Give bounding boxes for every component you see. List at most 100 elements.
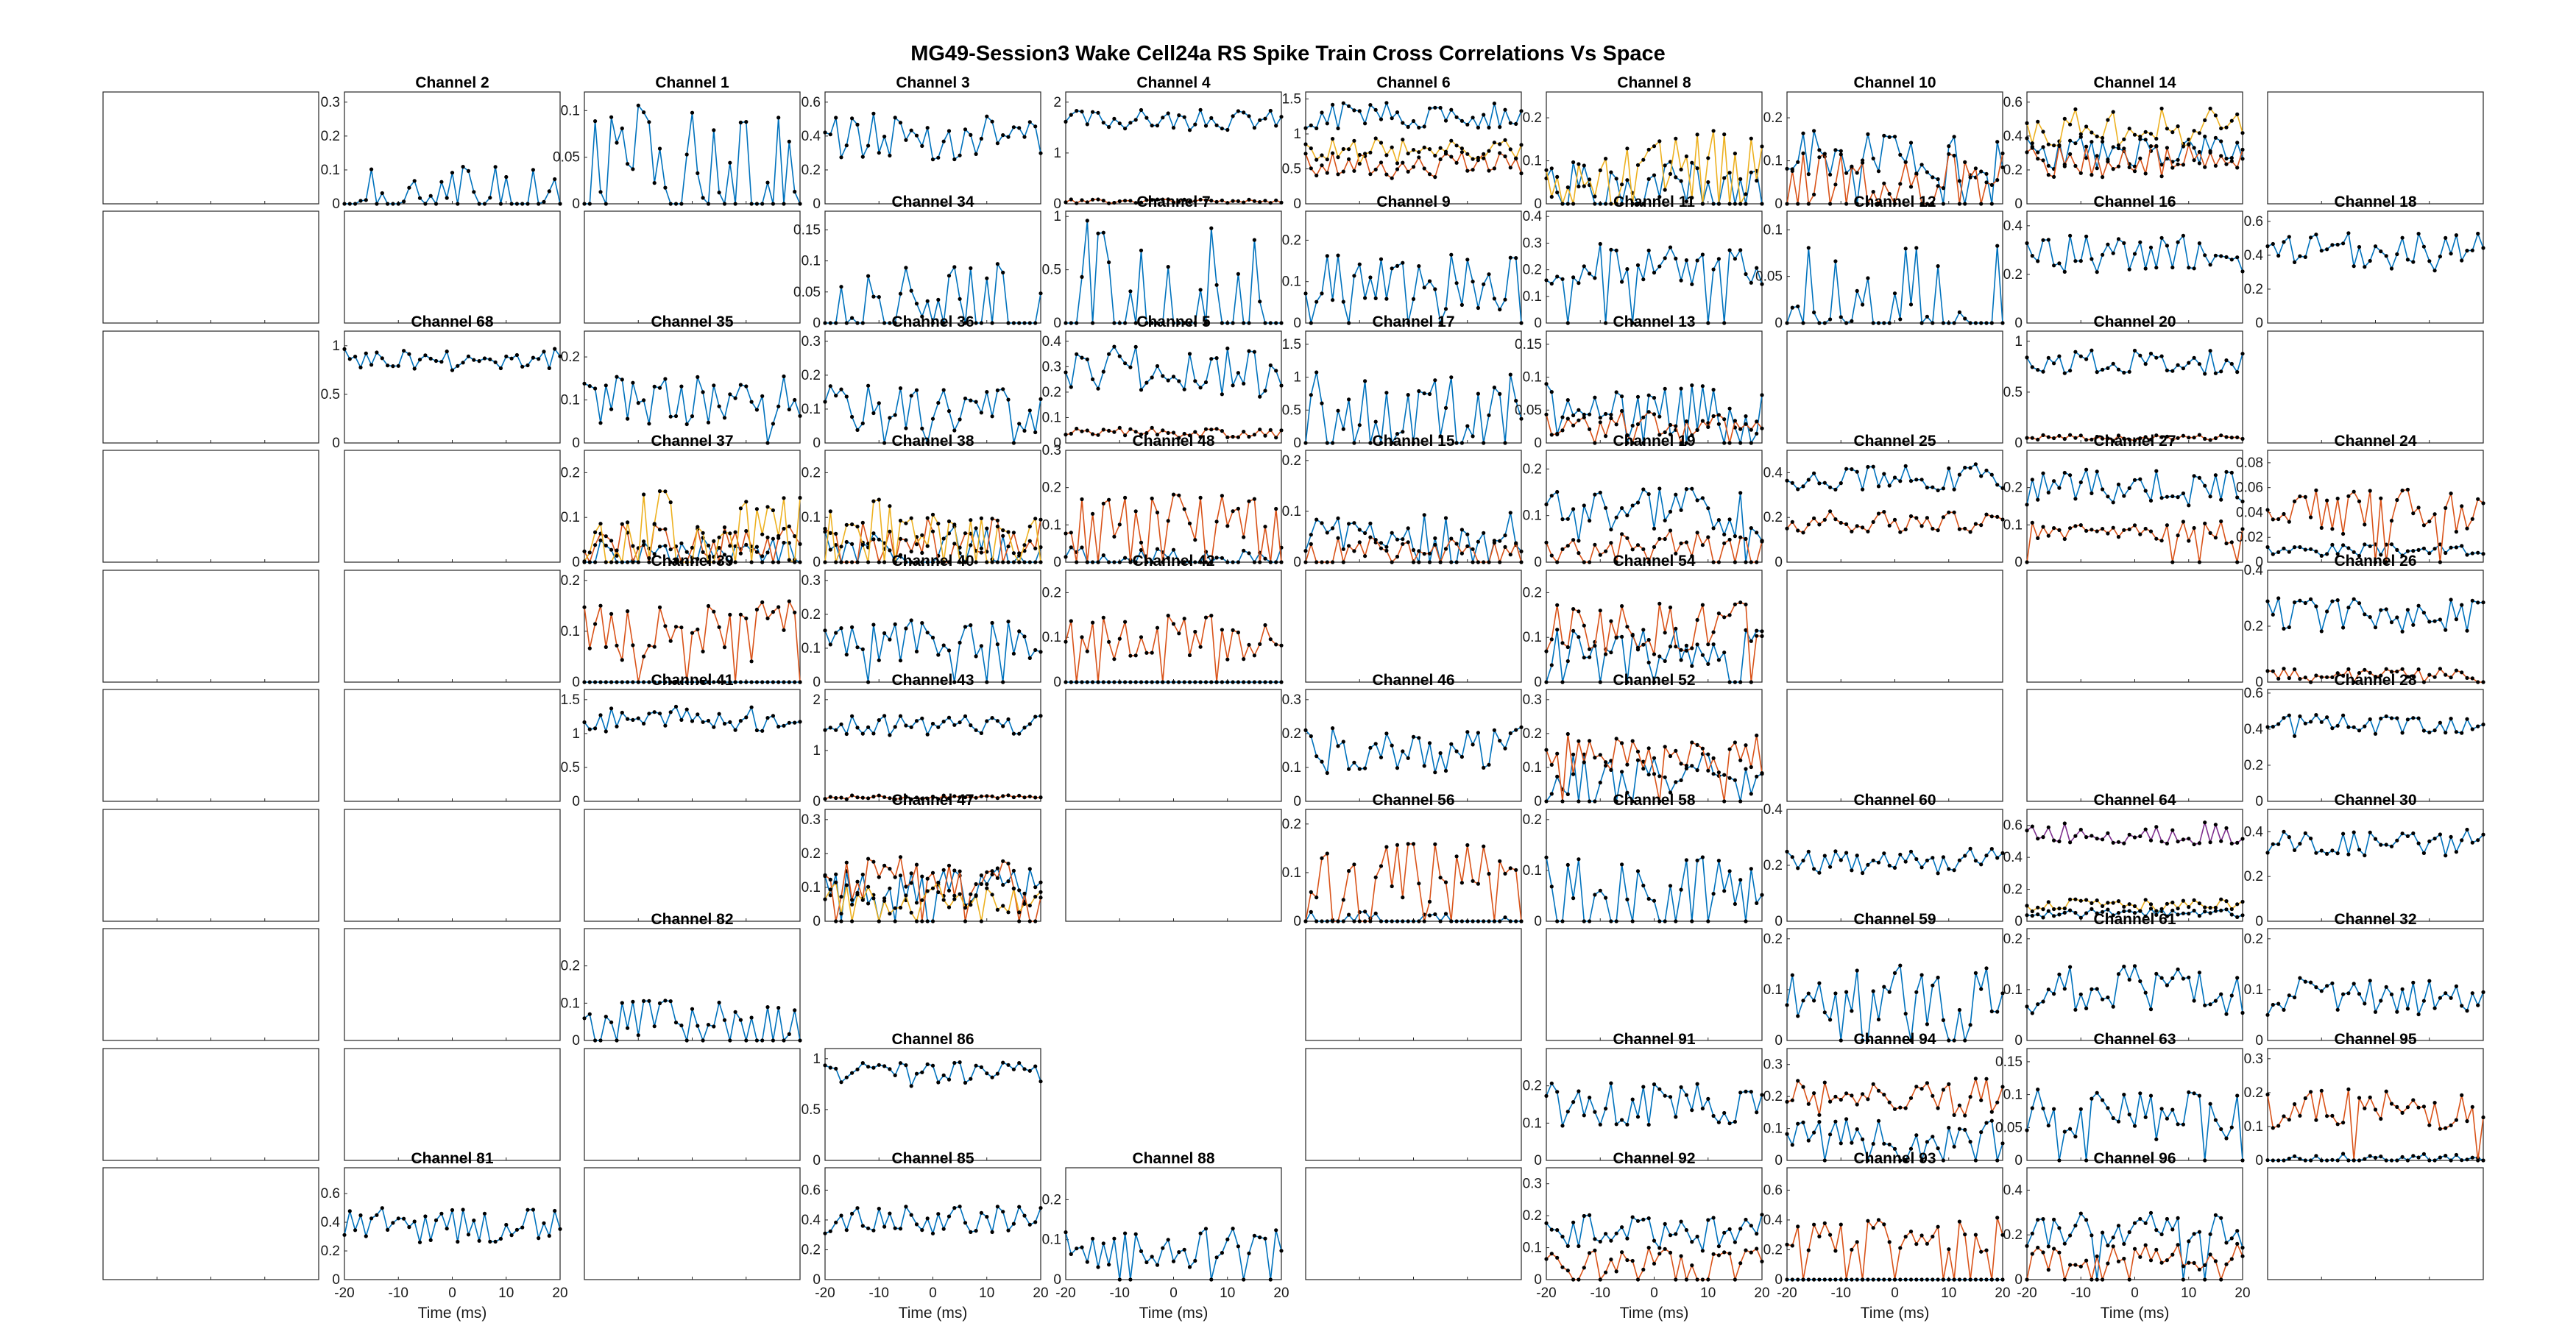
data-point: [696, 375, 700, 379]
data-point: [1274, 321, 1278, 325]
y-tick-label: 0.2: [1523, 263, 1542, 278]
y-tick-label: 0: [2255, 675, 2263, 690]
data-point: [2165, 983, 2169, 987]
data-point: [1433, 105, 1437, 110]
data-point: [1979, 1098, 1984, 1102]
data-point: [2400, 1110, 2405, 1115]
data-point: [593, 622, 598, 626]
axes-box: [1305, 210, 1522, 324]
data-point: [958, 417, 962, 422]
data-point: [2213, 163, 2218, 168]
data-point: [1593, 1110, 1597, 1114]
data-point: [1952, 1113, 1956, 1117]
data-point: [1268, 428, 1273, 432]
data-point: [2287, 675, 2291, 681]
data-point: [1744, 202, 1748, 206]
data-point: [2293, 848, 2297, 852]
data-point: [1833, 148, 1838, 152]
data-point: [1022, 1067, 1027, 1071]
data-point: [412, 179, 417, 183]
data-point: [684, 550, 689, 554]
data-point: [1080, 198, 1084, 202]
data-point: [593, 386, 598, 391]
data-point: [1411, 919, 1416, 923]
data-point: [1427, 899, 1432, 904]
data-point: [1866, 276, 1870, 280]
data-point: [2159, 840, 2164, 844]
data-point: [1947, 510, 1951, 514]
data-point: [2057, 433, 2062, 438]
data-point: [2138, 909, 2142, 913]
data-point: [1679, 1219, 1683, 1224]
data-point: [1679, 658, 1683, 662]
data-point: [744, 500, 749, 504]
data-point: [1722, 1230, 1727, 1235]
data-point: [396, 363, 400, 368]
data-point: [1017, 793, 1022, 798]
data-point: [969, 266, 973, 271]
y-tick-label: 0: [332, 196, 340, 212]
data-point: [733, 728, 737, 732]
data-point: [1027, 722, 1032, 726]
data-point: [1279, 321, 1284, 325]
data-point: [1806, 172, 1811, 177]
data-point: [1379, 141, 1384, 145]
axes-box: [1786, 210, 2003, 324]
data-point: [1011, 1221, 1016, 1226]
data-point: [2122, 146, 2126, 151]
data-point: [882, 560, 887, 564]
data-point: [771, 508, 775, 513]
data-point: [1022, 795, 1027, 800]
data-point: [2106, 436, 2110, 441]
axes-box: [824, 1167, 1041, 1280]
data-point: [995, 518, 999, 523]
data-point: [1001, 528, 1005, 533]
data-point: [1609, 541, 1613, 545]
data-point: [1268, 637, 1273, 642]
data-point: [2159, 496, 2164, 500]
data-point: [604, 202, 608, 206]
data-point: [1657, 414, 1662, 419]
data-point: [798, 720, 802, 724]
data-point: [1279, 383, 1284, 388]
data-point: [1588, 412, 1592, 416]
data-point: [673, 680, 679, 684]
data-point: [1806, 478, 1811, 482]
data-point: [941, 536, 946, 541]
data-point: [2052, 907, 2056, 912]
data-point: [952, 542, 957, 546]
data-point: [2187, 539, 2191, 543]
data-point: [547, 189, 551, 194]
data-point: [1663, 430, 1667, 435]
y-tick-label: 0: [572, 436, 580, 451]
data-point: [2416, 667, 2421, 672]
data-point: [407, 1225, 411, 1230]
data-point: [1796, 528, 1800, 533]
data-point: [1635, 163, 1641, 167]
y-tick-label: 0.3: [802, 812, 821, 828]
data-point: [1263, 525, 1267, 529]
data-point: [979, 516, 983, 521]
y-tick-label: 0.05: [793, 285, 821, 300]
data-point: [1476, 560, 1480, 564]
data-point: [2030, 520, 2034, 525]
data-point: [1482, 156, 1486, 160]
data-point: [2170, 828, 2175, 832]
data-point: [2154, 143, 2159, 148]
data-point: [2405, 675, 2410, 679]
y-tick-label: 0.3: [1042, 359, 1061, 375]
data-point: [1236, 435, 1240, 439]
data-point: [2165, 841, 2169, 845]
data-point: [1744, 536, 1748, 542]
data-point: [2240, 527, 2245, 531]
data-point: [1006, 397, 1011, 402]
data-point: [1390, 176, 1394, 180]
data-point: [754, 202, 759, 206]
data-point: [1984, 171, 1989, 176]
data-point: [1690, 740, 1694, 745]
data-point: [2187, 1090, 2191, 1094]
data-point: [1198, 560, 1203, 564]
data-point: [787, 407, 791, 412]
data-point: [587, 1012, 592, 1016]
